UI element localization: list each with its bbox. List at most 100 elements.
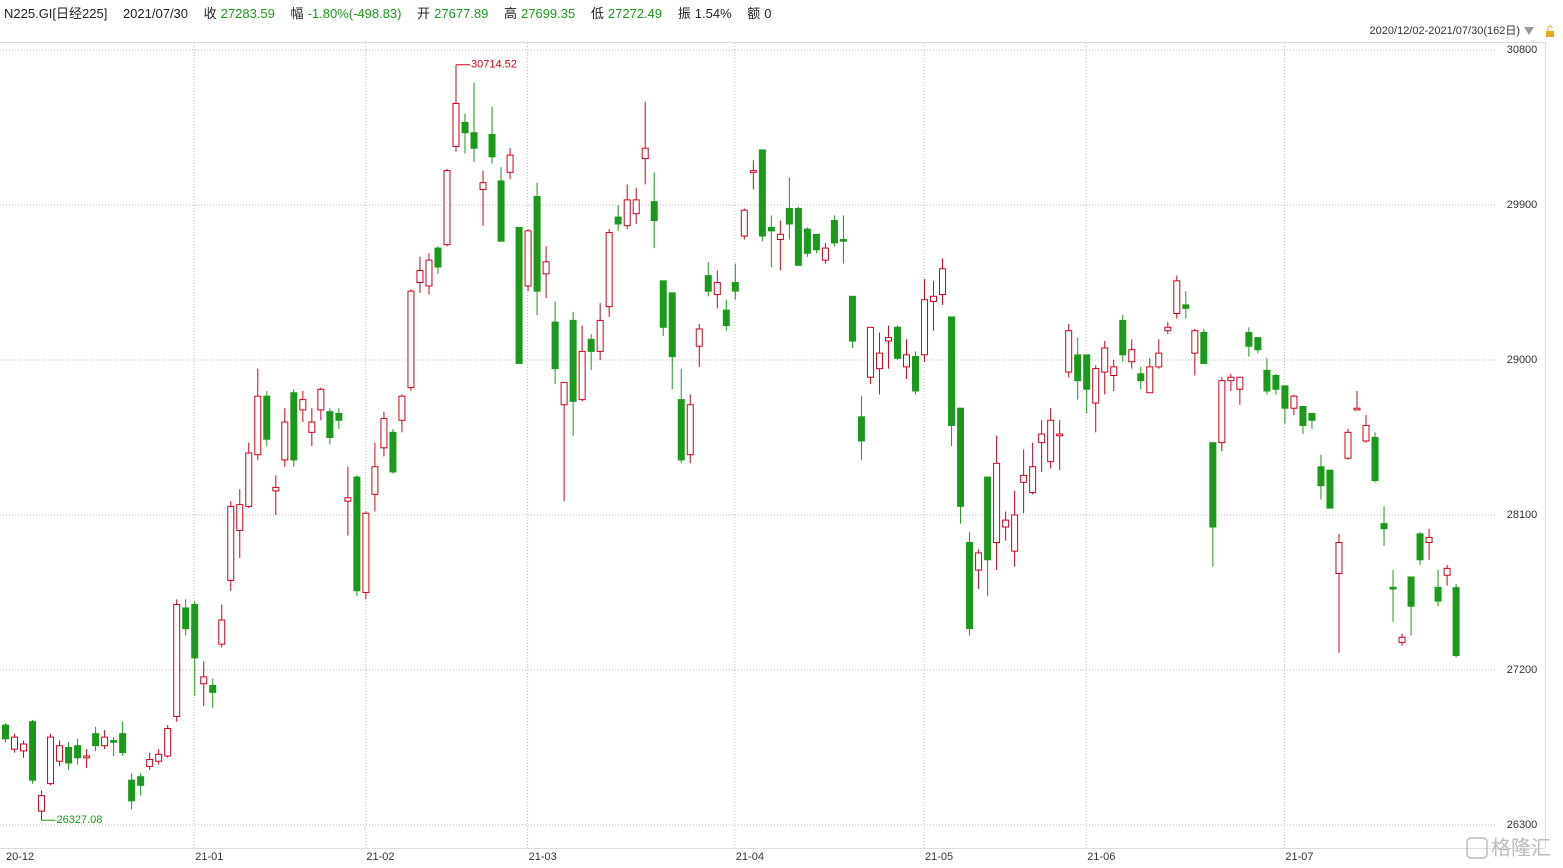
candle-body [2, 724, 9, 740]
field-label: 低 [590, 6, 604, 21]
candle-body [461, 121, 469, 134]
candle-body [731, 282, 739, 292]
x-tick-label: 21-01 [195, 851, 223, 863]
candle-body [812, 233, 820, 251]
y-tick-label: 30800 [1507, 44, 1538, 56]
candle-body [524, 230, 532, 287]
candle-body [56, 745, 64, 762]
candle-body [632, 199, 640, 215]
candle-body [668, 292, 676, 358]
candle-body [686, 404, 694, 456]
candle-body [245, 452, 253, 507]
candle-body [308, 421, 316, 433]
y-tick-label: 29900 [1507, 199, 1538, 211]
candle-body [119, 733, 127, 754]
candle-body [227, 505, 235, 581]
candle-body [1434, 586, 1442, 602]
x-tick-label: 21-03 [529, 851, 557, 863]
field-value: 27699.35 [521, 6, 576, 21]
candle-body [137, 776, 145, 786]
candle-body [1083, 354, 1091, 390]
candle-body [1002, 519, 1010, 528]
candle-body [569, 319, 577, 402]
candle-body [1065, 330, 1073, 373]
field-value: 1.54% [694, 6, 732, 21]
candle-body [128, 779, 136, 802]
candle-body [146, 758, 154, 767]
candle-body [1290, 395, 1298, 409]
candle-body [848, 295, 856, 342]
candle-body [515, 226, 523, 364]
candle-body [1362, 424, 1370, 442]
candle-body [1164, 326, 1172, 332]
candle-body [1047, 419, 1055, 463]
watermark-icon [1466, 837, 1488, 859]
candle-body [209, 684, 217, 693]
candle-body [353, 476, 361, 592]
candle-body [11, 736, 19, 750]
candle-body [1254, 337, 1262, 351]
candle-body [398, 395, 406, 421]
candle-body [975, 552, 983, 571]
candle-body [560, 381, 568, 406]
candle-body [1182, 304, 1190, 309]
candle-body [695, 328, 703, 347]
candle-body [299, 399, 307, 411]
field-label: 高 [504, 6, 518, 21]
candle-body [1146, 366, 1154, 394]
candle-body [1398, 636, 1406, 643]
candle-body [596, 319, 604, 352]
candle-body [551, 321, 559, 370]
max-label: 30714.52 [471, 59, 517, 71]
candle-body [416, 269, 424, 284]
candle-body [344, 497, 352, 502]
candle-body [1074, 354, 1082, 382]
candle-body [704, 275, 712, 292]
candle-body [677, 399, 685, 461]
candle-body [1335, 542, 1343, 575]
lock-icon[interactable] [1546, 31, 1554, 37]
candle-body [1092, 368, 1100, 404]
lock-icon-shackle [1547, 25, 1553, 31]
candle-body [1389, 586, 1397, 590]
candle-body [1218, 380, 1226, 444]
field-label: 振 [677, 6, 691, 21]
range-label[interactable]: 2020/12/02-2021/07/30(162日) [1370, 25, 1520, 37]
candle-body [1056, 433, 1064, 437]
x-tick-label: 21-06 [1087, 851, 1115, 863]
candle-body [200, 676, 208, 685]
candle-body [875, 352, 883, 370]
candle-body [1281, 385, 1289, 409]
candle-body [1299, 405, 1307, 426]
field-value: 0 [764, 6, 772, 21]
candle-body [326, 411, 334, 438]
x-tick-label: 20-12 [6, 851, 34, 863]
dropdown-arrow[interactable] [1524, 27, 1534, 35]
candle-body [479, 182, 487, 191]
candle-body [110, 740, 118, 743]
candle-body [371, 466, 379, 495]
candle-body [173, 604, 181, 717]
min-label: 26327.08 [57, 814, 103, 826]
candle-body [1236, 376, 1244, 390]
candle-body [290, 392, 298, 461]
candle-body [1308, 412, 1316, 421]
candle-body [407, 290, 415, 389]
candle-body [47, 736, 55, 785]
candle-body [1416, 533, 1424, 561]
candle-body [785, 207, 793, 225]
candle-body [866, 326, 874, 378]
candle-body [722, 309, 730, 327]
candle-body [893, 326, 901, 359]
candle-body [1101, 347, 1109, 373]
candle-body [939, 268, 947, 296]
candle-body [1200, 331, 1208, 364]
candle-body [254, 395, 262, 456]
candle-body [164, 727, 172, 757]
candle-body [533, 195, 541, 292]
field-label: 收 [203, 6, 217, 21]
candle-body [1353, 407, 1361, 411]
field-value: -1.80%(-498.83) [307, 6, 402, 21]
candle-body [830, 220, 838, 244]
